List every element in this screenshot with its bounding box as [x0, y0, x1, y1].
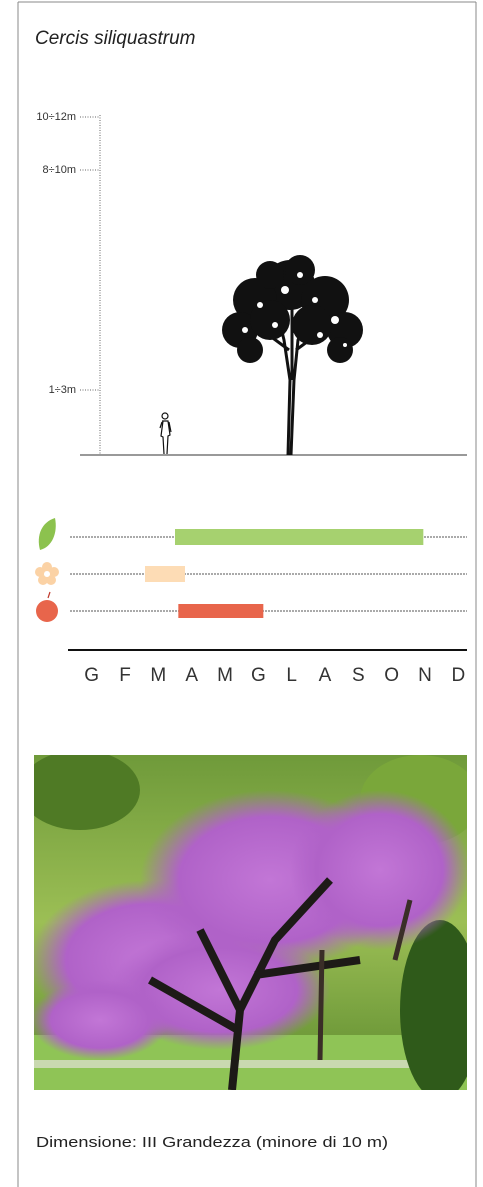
- month-label: O: [384, 665, 399, 686]
- month-label: N: [418, 665, 432, 686]
- person-silhouette: [159, 412, 172, 455]
- month-label: G: [251, 665, 266, 686]
- month-label: A: [319, 665, 332, 686]
- height-label: 10÷12m: [36, 111, 76, 123]
- height-label: 8÷10m: [42, 164, 76, 176]
- footer-text: Dimensione: III Grandezza (minore di 10 …: [36, 1134, 388, 1151]
- period-bar: [178, 604, 264, 618]
- month-label: M: [217, 665, 233, 686]
- leaf-icon: [38, 518, 56, 550]
- height-scale: [80, 115, 467, 456]
- month-label: F: [119, 665, 131, 686]
- period-bar: [175, 529, 424, 545]
- fruit-icon: [36, 591, 58, 622]
- month-label: G: [84, 665, 99, 686]
- month-label: S: [352, 665, 365, 686]
- month-label: M: [150, 665, 166, 686]
- height-label: 1÷3m: [49, 384, 76, 396]
- period-bar: [145, 566, 185, 582]
- tree-illustration: [222, 255, 363, 456]
- month-label: L: [286, 665, 297, 686]
- height-labels: 10÷12m 8÷10m 1÷3m: [36, 111, 100, 396]
- month-label: A: [185, 665, 198, 686]
- title: Cercis siliquastrum: [35, 28, 195, 49]
- month-label: D: [451, 665, 465, 686]
- flower-icon: [35, 562, 59, 585]
- photo: [34, 755, 467, 1090]
